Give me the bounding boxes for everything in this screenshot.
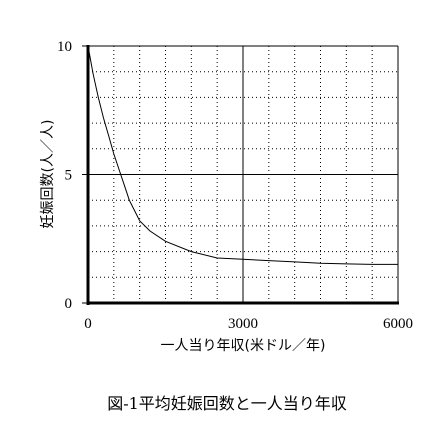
x-tick-label: 3000 <box>228 316 258 332</box>
y-tick-label: 10 <box>57 39 72 55</box>
y-tick-label: 5 <box>65 168 73 184</box>
x-axis-label: 一人当り年収(米ドル／年) <box>161 338 326 354</box>
tick-labels: 0 3000 6000 0 5 10 <box>57 39 413 332</box>
axes <box>82 45 399 305</box>
x-tick-label: 6000 <box>383 316 413 332</box>
series-line <box>87 45 398 265</box>
x-tick-label: 0 <box>84 316 92 332</box>
figure-caption: 図-1平均妊娠回数と一人当り年収 <box>107 394 347 413</box>
y-tick-label: 0 <box>65 296 73 312</box>
grid <box>88 46 398 303</box>
series <box>87 45 398 265</box>
y-axis-label: 妊娠回数(人／人) <box>40 120 56 229</box>
